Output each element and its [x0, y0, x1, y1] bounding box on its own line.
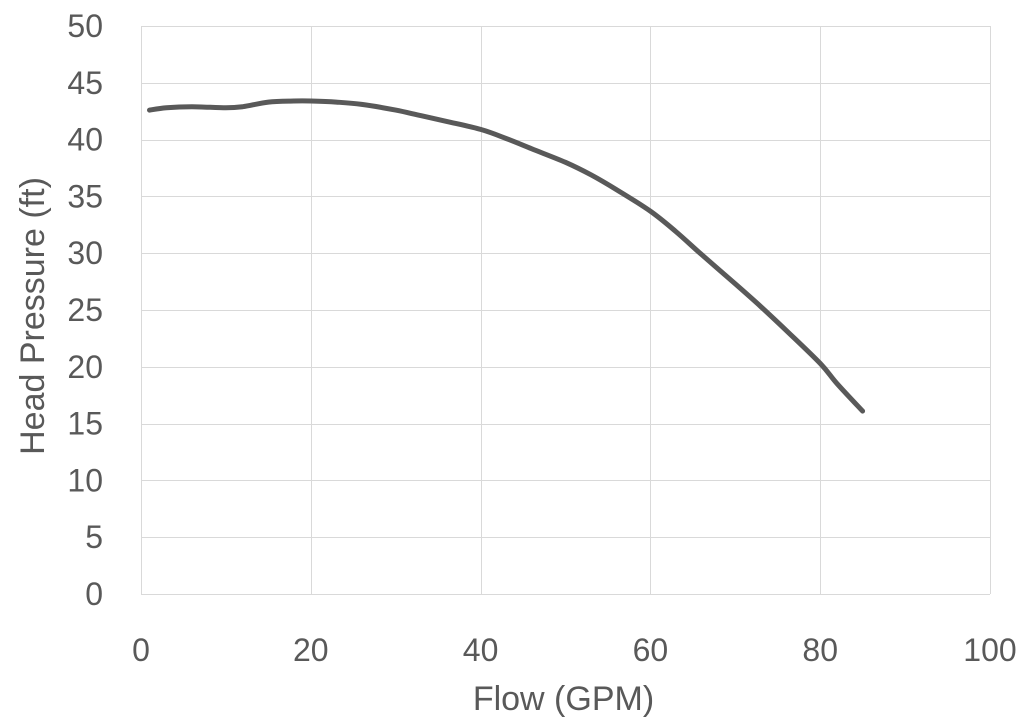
- x-tick-label-60: 60: [633, 632, 669, 668]
- y-tick-label-20: 20: [67, 349, 103, 385]
- x-tick-label-40: 40: [463, 632, 499, 668]
- x-tick-labels: 0 20 40 60 80 100: [132, 632, 1017, 668]
- x-tick-label-80: 80: [802, 632, 838, 668]
- y-tick-labels: 0 5 10 15 20 25 30 35 40 45 50: [67, 8, 103, 612]
- y-tick-label-40: 40: [67, 122, 103, 158]
- x-axis-title: Flow (GPM): [473, 680, 654, 718]
- y-tick-label-0: 0: [85, 576, 103, 612]
- y-tick-label-5: 5: [85, 519, 103, 555]
- y-tick-label-10: 10: [67, 462, 103, 498]
- gridlines: [141, 26, 991, 595]
- y-tick-label-25: 25: [67, 292, 103, 328]
- x-tick-label-100: 100: [963, 632, 1016, 668]
- series-layer: [147, 98, 866, 414]
- y-tick-label-15: 15: [67, 406, 103, 442]
- x-tick-label-20: 20: [293, 632, 329, 668]
- y-tick-label-50: 50: [67, 8, 103, 44]
- y-tick-label-45: 45: [67, 65, 103, 101]
- series-line-0: [147, 98, 866, 414]
- x-tick-label-0: 0: [132, 632, 150, 668]
- y-tick-label-30: 30: [67, 235, 103, 271]
- y-tick-label-35: 35: [67, 178, 103, 214]
- y-axis-title: Head Pressure (ft): [14, 177, 52, 455]
